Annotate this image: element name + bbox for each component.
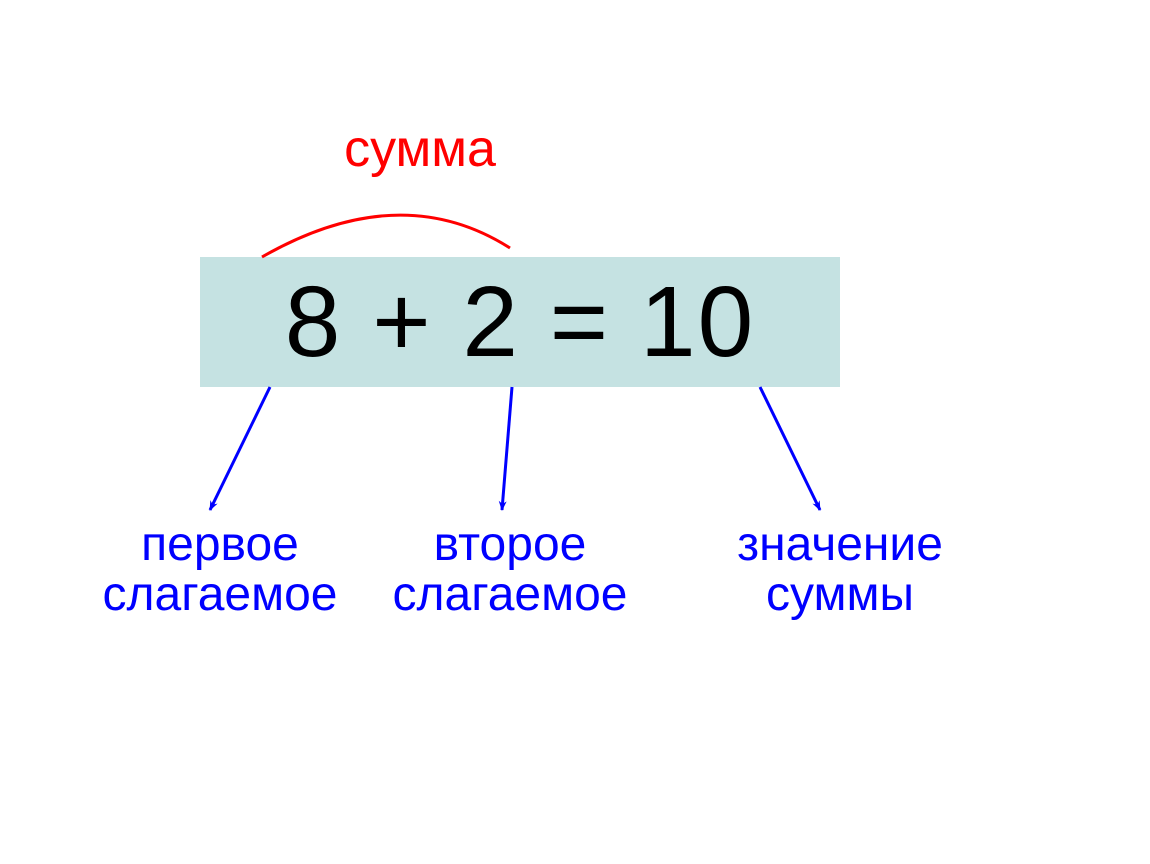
bottom-label-second-addend-line2: слагаемое [393,568,628,621]
sum-arc [262,215,510,257]
bottom-label-second-addend-line1: второе [434,518,587,571]
bottom-label-first-addend-line1: первое [141,518,299,571]
bottom-label-first-addend: первое слагаемое [80,520,360,621]
arrow-line-1 [502,387,512,510]
bottom-label-sum-value-line2: суммы [766,568,914,621]
bottom-label-first-addend-line2: слагаемое [103,568,338,621]
equation-text: 8 + 2 = 10 [285,272,755,372]
diagram-overlay-svg [0,0,1150,864]
bottom-label-second-addend: второе слагаемое [370,520,650,621]
equation-box: 8 + 2 = 10 [200,257,840,387]
arrow-line-2 [760,387,820,510]
arrow-line-0 [210,387,270,510]
top-label-sum: сумма [310,123,530,175]
bottom-label-sum-value: значение суммы [700,520,980,621]
bottom-label-sum-value-line1: значение [737,518,943,571]
